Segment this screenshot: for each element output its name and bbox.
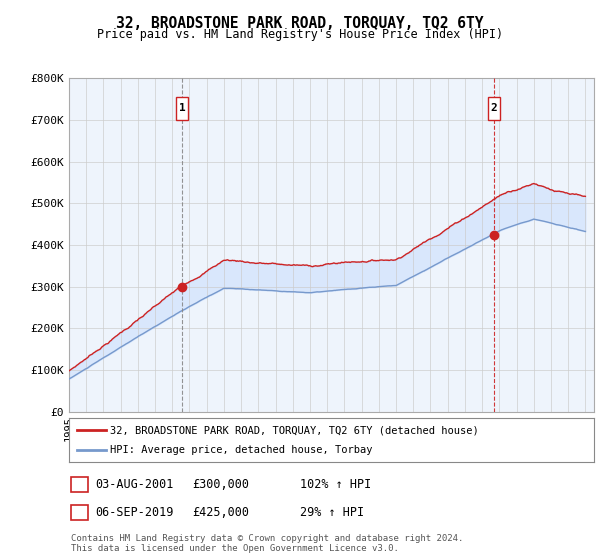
Text: HPI: Average price, detached house, Torbay: HPI: Average price, detached house, Torb… [110, 445, 373, 455]
FancyBboxPatch shape [176, 97, 188, 120]
Text: 32, BROADSTONE PARK ROAD, TORQUAY, TQ2 6TY (detached house): 32, BROADSTONE PARK ROAD, TORQUAY, TQ2 6… [110, 425, 479, 435]
Text: 102% ↑ HPI: 102% ↑ HPI [300, 478, 371, 491]
Text: 1: 1 [179, 104, 185, 113]
Text: 06-SEP-2019: 06-SEP-2019 [95, 506, 173, 519]
Text: 2: 2 [490, 104, 497, 113]
Text: 1: 1 [76, 479, 83, 489]
FancyBboxPatch shape [488, 97, 500, 120]
Text: Price paid vs. HM Land Registry's House Price Index (HPI): Price paid vs. HM Land Registry's House … [97, 28, 503, 41]
Text: £300,000: £300,000 [192, 478, 249, 491]
Text: £425,000: £425,000 [192, 506, 249, 519]
Text: 2: 2 [76, 507, 83, 517]
Text: 03-AUG-2001: 03-AUG-2001 [95, 478, 173, 491]
Text: 32, BROADSTONE PARK ROAD, TORQUAY, TQ2 6TY: 32, BROADSTONE PARK ROAD, TORQUAY, TQ2 6… [116, 16, 484, 31]
Text: Contains HM Land Registry data © Crown copyright and database right 2024.
This d: Contains HM Land Registry data © Crown c… [71, 534, 463, 553]
Text: 29% ↑ HPI: 29% ↑ HPI [300, 506, 364, 519]
